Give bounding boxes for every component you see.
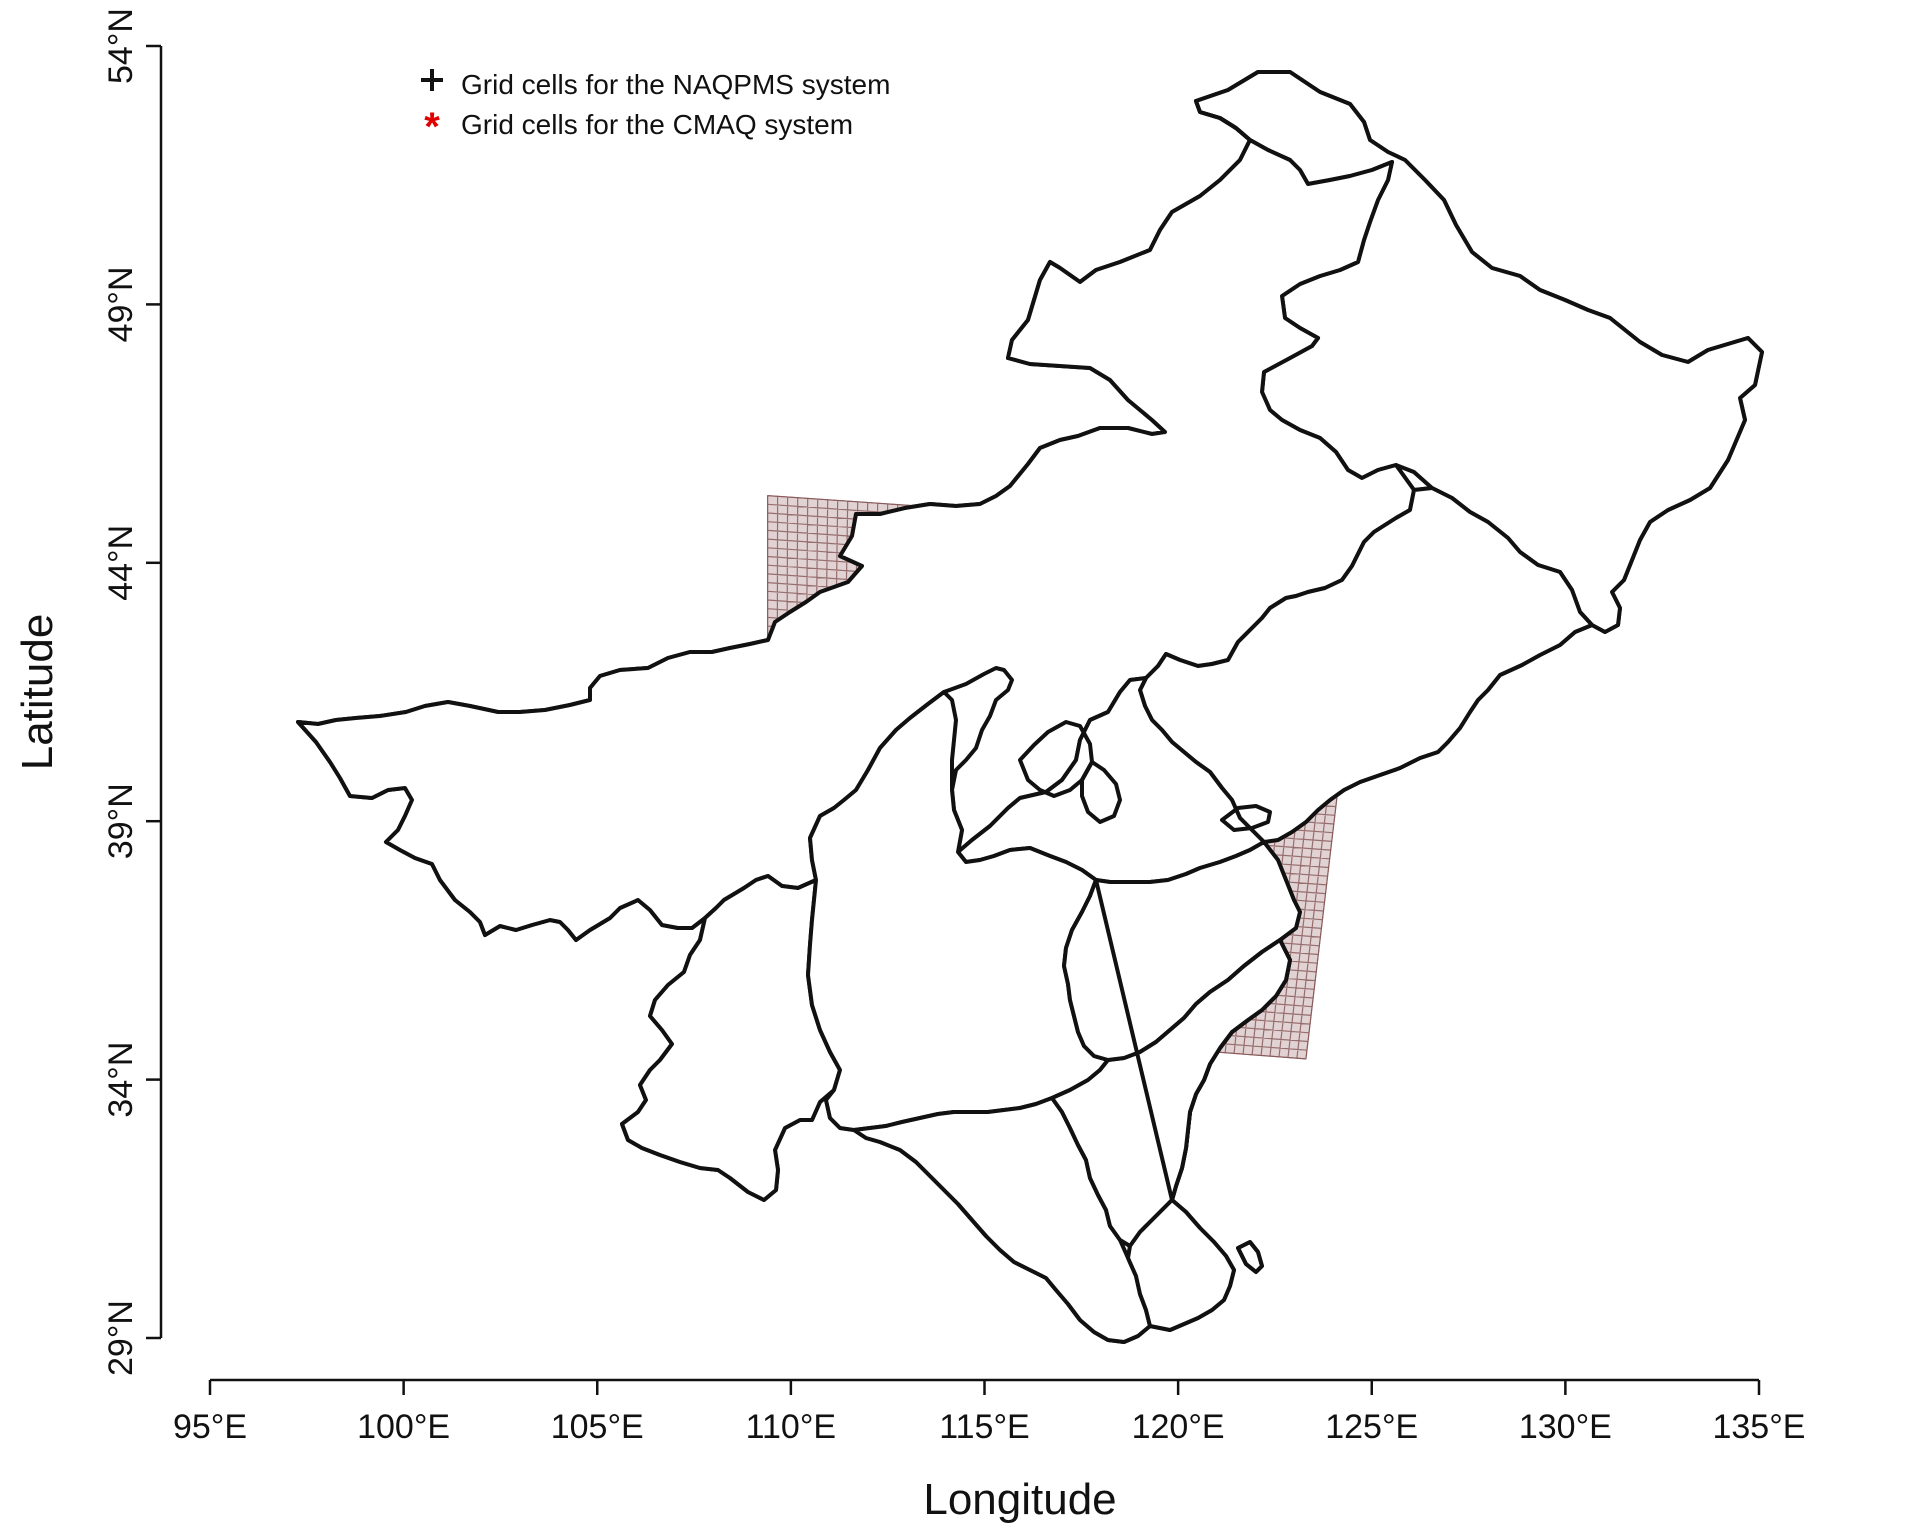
region-north-long-boundary-outline: [296, 99, 1416, 942]
plus-marker-icon: [421, 69, 443, 91]
x-tick-label: 115°E: [939, 1408, 1029, 1446]
x-tick-group: 95°E 100°E 105°E 110°E 115°E 120°E 125°E 130°E 1…: [173, 1380, 1806, 1446]
coast-island-feature-outline: [1236, 1240, 1264, 1274]
x-axis-title: Longitude: [923, 1475, 1116, 1524]
y-axis-title: Latitude: [13, 614, 62, 771]
region-west-south-boundary-outline: [620, 874, 842, 1202]
y-tick-label: 44°N: [102, 525, 140, 601]
y-tick-label: 49°N: [102, 266, 140, 342]
x-tick-label: 95°E: [173, 1408, 247, 1446]
x-tick-label: 120°E: [1132, 1408, 1225, 1446]
coast-bay-feature-outline: [1220, 804, 1272, 832]
y-tick-label: 39°N: [102, 783, 140, 859]
legend-item-cmaq: * Grid cells for the CMAQ system: [424, 105, 853, 149]
y-tick-label: 54°N: [102, 8, 140, 84]
legend: Grid cells for the NAQPMS system * Grid …: [421, 69, 890, 149]
x-tick-label: 100°E: [357, 1408, 450, 1446]
legend-item-naqpms: Grid cells for the NAQPMS system: [421, 69, 890, 100]
x-tick-label: 110°E: [746, 1408, 836, 1446]
x-tick-label: 135°E: [1712, 1408, 1805, 1446]
y-axis: 29°N 34°N 39°N 44°N 49°N 54°N: [102, 8, 163, 1376]
x-tick-label: 105°E: [551, 1408, 644, 1446]
y-tick-label: 29°N: [102, 1300, 140, 1376]
region-south-east-boundary-outline: [1062, 878, 1292, 1202]
x-tick-label: 125°E: [1325, 1408, 1418, 1446]
legend-label-cmaq: Grid cells for the CMAQ system: [461, 109, 853, 140]
legend-label-naqpms: Grid cells for the NAQPMS system: [461, 69, 890, 100]
x-axis: 95°E 100°E 105°E 110°E 115°E 120°E 125°E 130°E 1…: [173, 1378, 1806, 1446]
asterisk-marker-icon: *: [424, 105, 440, 149]
region-port-city-boundary-outline: [1080, 760, 1122, 824]
region-boundary-outlines: [296, 70, 1764, 1344]
x-tick-label: 130°E: [1519, 1408, 1612, 1446]
y-tick-label: 34°N: [102, 1042, 140, 1118]
y-tick-group: 29°N 34°N 39°N 44°N 49°N 54°N: [102, 8, 161, 1376]
region-coast-south-boundary-outline: [1126, 1198, 1236, 1332]
